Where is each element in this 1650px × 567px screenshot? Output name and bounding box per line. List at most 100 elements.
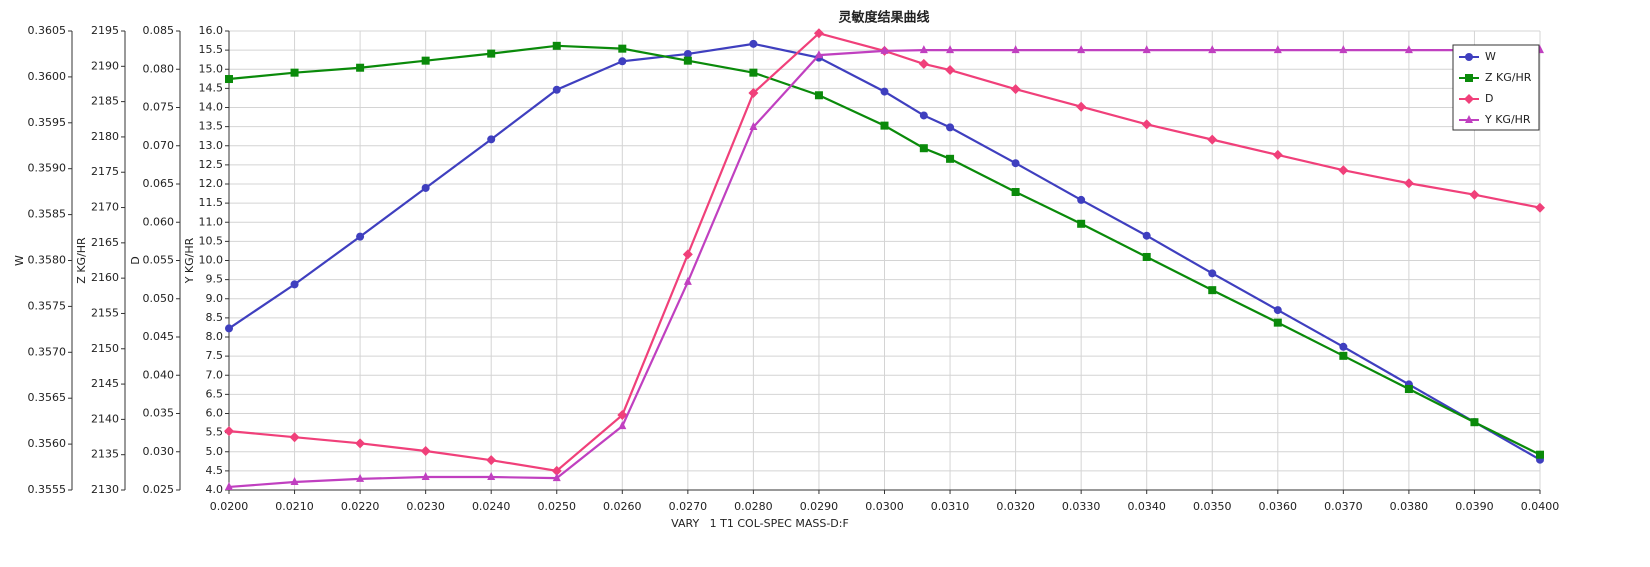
y-tick-label: 2195 [91,24,119,37]
x-tick-label: 0.0320 [996,500,1035,513]
marker [946,45,955,54]
marker [1403,178,1414,189]
marker [814,91,823,100]
marker [1011,45,1020,54]
y-tick-label: 2155 [91,306,119,319]
x-tick-label: 0.0310 [931,500,970,513]
legend-label: Y KG/HR [1484,113,1531,126]
y-tick-label: 2170 [91,201,119,214]
y-tick-label: 0.035 [143,407,175,420]
marker [1142,231,1151,240]
y-tick-label: 0.3605 [28,24,67,37]
y-tick-label: 0.3580 [28,254,67,267]
y-tick-label: 4.5 [206,464,224,477]
marker [225,324,233,333]
y-tick-label: 0.3575 [28,299,67,312]
y-tick-label: 0.030 [143,445,175,458]
legend: W Z KG/HR D Y KG/HR [1452,44,1540,131]
y-axis-label: D [129,256,142,264]
series-line [228,49,1540,489]
y-tick-label: 8.0 [206,330,224,343]
marker [1011,188,1020,197]
marker [1465,53,1473,61]
marker [749,68,758,77]
x-axis-label: VARY 1 T1 COL-SPEC MASS-D:F [671,517,849,530]
marker [1208,286,1217,295]
y-tick-label: 0.3595 [28,116,67,129]
marker [487,135,496,144]
y-axis-label: Y KG/HR [183,237,196,284]
y-tick-label: 0.025 [143,483,175,496]
marker [552,85,561,94]
marker [1208,45,1217,54]
marker [748,87,759,98]
marker [683,49,692,58]
y-tick-label: 0.3585 [28,208,67,221]
y-axis-label: W [13,255,26,266]
marker [421,56,430,65]
marker [1142,45,1151,54]
y-axis-label: Z KG/HR [75,237,88,284]
marker [1465,74,1473,82]
marker [1077,45,1086,54]
x-tick-label: 0.0270 [669,500,708,513]
marker [919,144,928,153]
y-tick-label: 2150 [91,342,119,355]
x-tick-label: 0.0340 [1127,500,1166,513]
marker [356,473,365,482]
x-tick-label: 0.0240 [472,500,511,513]
y-tick-label: 2140 [91,412,119,425]
y-tick-label: 2175 [91,165,119,178]
marker [749,122,758,131]
y-tick-label: 0.3590 [28,162,67,175]
legend-label: D [1485,92,1493,105]
y-tick-label: 0.065 [143,177,175,190]
marker [290,68,299,77]
marker [880,87,889,96]
marker [946,154,955,163]
y-tick-label: 2145 [91,377,119,390]
marker [1339,351,1348,360]
series-line [228,44,1541,456]
marker [1272,149,1283,160]
y-tick-label: 8.5 [206,311,224,324]
y-tick-label: 7.0 [206,368,224,381]
x-tick-label: 0.0230 [406,500,445,513]
y-tick-label: 0.3555 [28,483,67,496]
marker [1536,450,1544,459]
marker [1339,45,1348,54]
y-tick-label: 0.045 [143,330,175,343]
marker [683,56,692,65]
y-tick-label: 0.055 [143,254,175,267]
marker [1142,252,1151,261]
marker [749,39,758,48]
y-tick-label: 0.3560 [28,437,67,450]
marker [420,445,431,456]
legend-label: W [1485,50,1496,63]
y-tick-label: 0.070 [143,139,175,152]
marker [290,476,299,485]
y-tick-label: 9.5 [206,273,224,286]
y-tick-label: 13.0 [199,139,224,152]
marker [487,49,496,58]
y-tick-label: 7.5 [206,349,224,362]
marker [682,249,693,260]
legend-label: Z KG/HR [1485,71,1532,84]
marker [918,58,929,69]
marker [1273,306,1282,315]
y-tick-label: 5.0 [206,445,224,458]
marker [1464,94,1474,104]
marker [552,41,561,50]
marker [356,232,365,241]
y-tick-label: 15.0 [199,62,224,75]
marker [289,432,300,443]
marker [618,57,627,66]
marker [1465,115,1473,123]
x-tick-label: 0.0210 [275,500,314,513]
marker [551,465,562,476]
y-tick-label: 0.3600 [28,70,67,83]
y-tick-label: 2180 [91,130,119,143]
marker [486,455,497,466]
y-tick-label: 0.080 [143,62,175,75]
marker [421,183,430,192]
